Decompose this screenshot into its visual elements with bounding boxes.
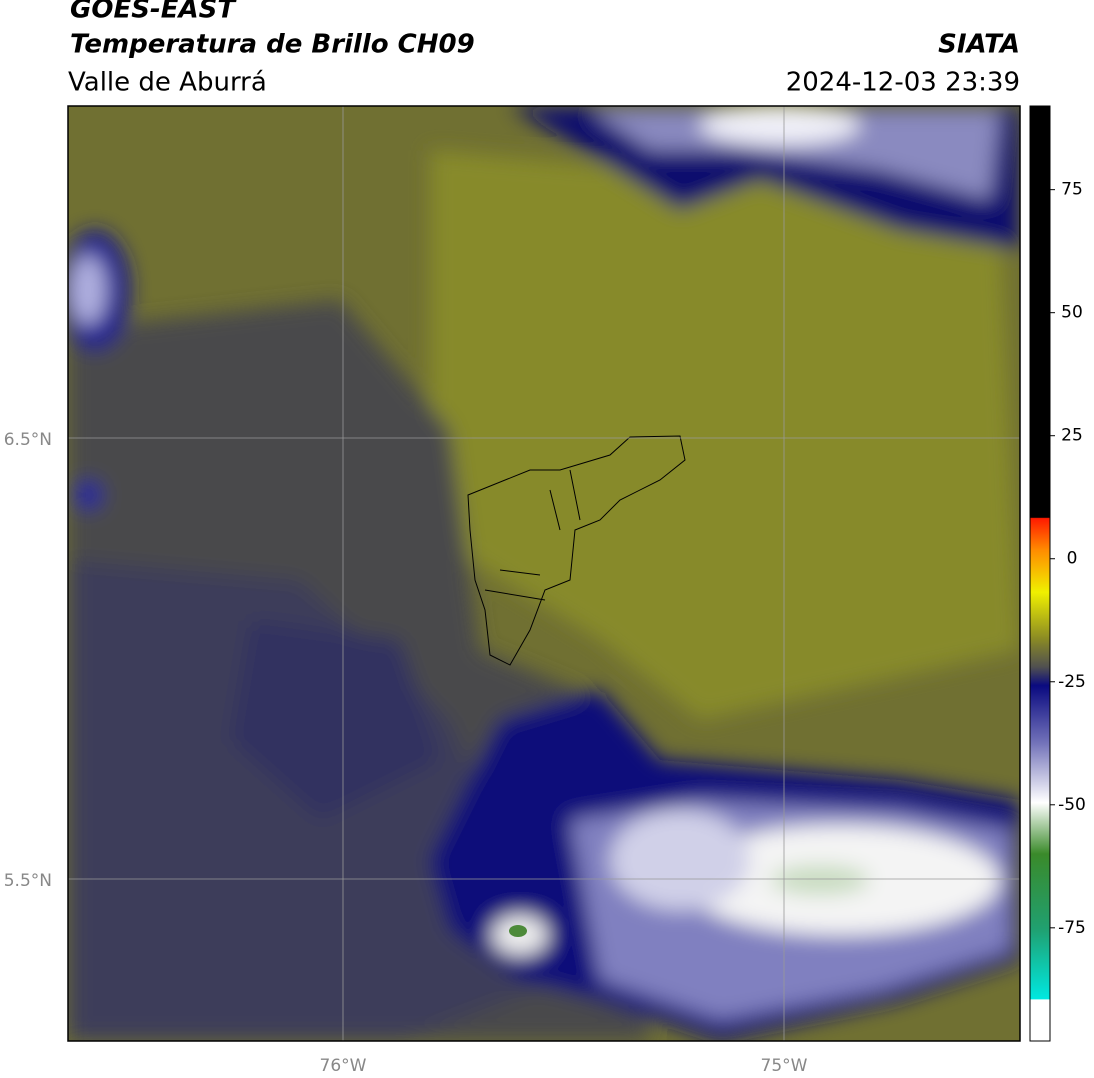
- colorbar-tick-label: 75: [1061, 180, 1083, 200]
- colorbar-tick-label: -50: [1058, 795, 1086, 815]
- colorbar-tick-label: -75: [1058, 918, 1086, 938]
- colorbar-tick-label: 0: [1067, 549, 1078, 569]
- product: Temperatura de Brillo CH09: [70, 30, 475, 60]
- region: Valle de Aburrá: [68, 68, 267, 98]
- colorbar-tick-label: 25: [1061, 426, 1083, 446]
- colorbar: [1029, 105, 1051, 1042]
- datetime: 2024-12-03 23:39: [786, 68, 1020, 98]
- satellite: GOES-EAST: [70, 0, 237, 25]
- colorbar-tick-label: -25: [1058, 672, 1086, 692]
- lon-label: 75°W: [761, 1056, 808, 1076]
- lon-label: 76°W: [320, 1056, 367, 1076]
- source: SIATA: [938, 30, 1020, 60]
- satellite-image: [68, 106, 1020, 1041]
- colorbar-tick-label: 50: [1061, 303, 1083, 323]
- map-frame: [67, 105, 1021, 1042]
- lat-label: 6.5°N: [4, 430, 52, 450]
- lat-label: 5.5°N: [4, 871, 52, 891]
